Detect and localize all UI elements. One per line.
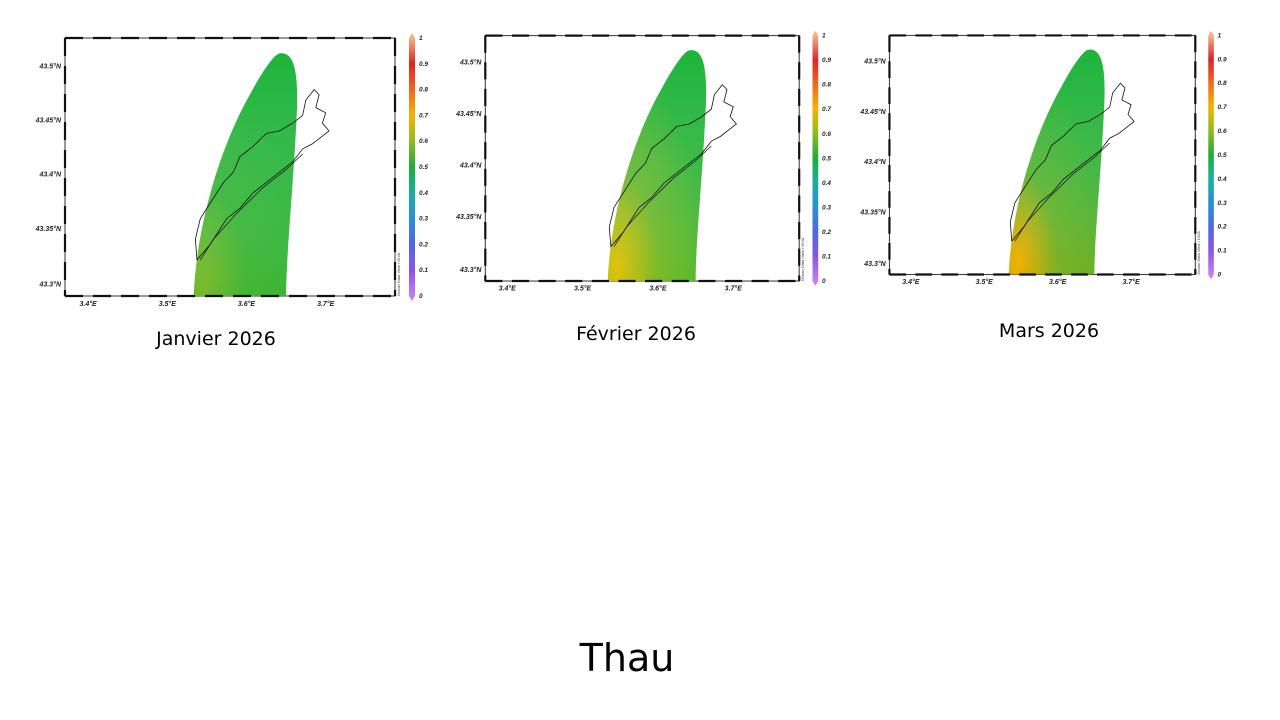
lon-tick-label: 3.5°E: [574, 285, 592, 293]
colorbar-tick-label: 0.4: [419, 190, 428, 197]
lon-tick-label: 3.6°E: [649, 285, 667, 293]
lon-tick-label: 3.7°E: [1122, 278, 1140, 286]
sea-shoreline: [1014, 142, 1110, 242]
colorbar: [409, 38, 415, 296]
map-layer: 43.5°N 43.45°N 43.4°N 43.35°N 43.3°N 3.4°E 3.5…: [455, 30, 831, 293]
lat-tick-label: 43.35°N: [455, 213, 482, 221]
colorbar-tick-label: 0.4: [1218, 176, 1227, 183]
map-figure: 43.5°N 43.45°N 43.4°N 43.35°N 43.3°N 3.4°E 3.5…: [35, 33, 428, 308]
credit-text: Ocean Data View / DIVA: [396, 252, 401, 296]
lat-tick-label: 43.45°N: [35, 117, 62, 125]
lat-tick-label: 43.4°N: [863, 158, 886, 166]
lat-tick-label: 43.5°N: [863, 58, 886, 66]
colorbar-tick-label: 0.7: [822, 106, 831, 113]
credit-text: Ocean Data View / DIVA: [800, 237, 805, 281]
colorbar-tick-label: 0.3: [822, 204, 831, 211]
colorbar-tick-label: 0.5: [822, 155, 831, 162]
lon-tick-label: 3.4°E: [499, 285, 517, 293]
colorbar: [1208, 35, 1214, 275]
colorbar-tick-label: 0.1: [419, 267, 428, 274]
colorbar-min-arrow: [409, 296, 415, 301]
map-figure: 43.5°N 43.45°N 43.4°N 43.35°N 43.3°N 3.4°E 3.5…: [859, 30, 1227, 286]
lon-tick-label: 3.4°E: [79, 300, 97, 308]
colorbar-tick-label: 1: [1218, 32, 1222, 39]
colorbar-tick-label: 1: [419, 35, 423, 42]
sea-shoreline: [613, 145, 712, 247]
colorbar-tick-label: 0.1: [822, 253, 831, 260]
lon-tick-label: 3.6°E: [238, 300, 256, 308]
colorbar-tick-label: 0.5: [419, 164, 428, 171]
lat-tick-label: 43.35°N: [859, 208, 886, 216]
colorbar-tick-label: 0.4: [822, 180, 831, 187]
colorbar: [812, 35, 819, 282]
colorbar-tick-label: 0: [822, 278, 826, 285]
colorbar-tick-label: 0.2: [419, 241, 428, 248]
colorbar-tick-label: 0.3: [419, 216, 428, 223]
panel-caption: Mars 2026: [998, 320, 1100, 342]
colorbar-tick-label: 0.7: [419, 112, 428, 119]
colorbar-tick-label: 0: [419, 293, 423, 300]
colorbar-min-arrow: [1208, 274, 1214, 280]
lat-tick-label: 43.45°N: [455, 110, 482, 118]
colorbar-tick-label: 0.6: [1218, 128, 1227, 135]
colorbar-tick-label: 0.1: [1218, 248, 1227, 255]
lat-tick-label: 43.4°N: [39, 171, 62, 179]
lat-tick-label: 43.35°N: [35, 225, 62, 233]
panel-caption: Février 2026: [576, 323, 696, 345]
lagoon-coastline: [608, 84, 737, 248]
colorbar-tick-label: 0.7: [1218, 104, 1227, 111]
colorbar-tick-label: 0.2: [822, 229, 831, 236]
lon-tick-label: 3.4°E: [902, 278, 920, 286]
colorbar-tick-label: 0.8: [822, 82, 831, 89]
colorbar-tick-label: 0.2: [1218, 224, 1227, 231]
lat-tick-label: 43.3°N: [39, 280, 62, 288]
colorbar-max-arrow: [812, 30, 819, 36]
interpolated-field-shade: [193, 53, 298, 296]
lat-tick-label: 43.4°N: [459, 162, 482, 170]
lon-tick-label: 3.5°E: [159, 300, 177, 308]
colorbar-tick-label: 0.3: [1218, 200, 1227, 207]
lat-tick-label: 43.3°N: [459, 266, 482, 274]
colorbar-tick-label: 0.9: [1218, 56, 1227, 63]
map-layer: 43.5°N 43.45°N 43.4°N 43.35°N 43.3°N 3.4°E 3.5…: [35, 33, 428, 308]
colorbar-tick-label: 0: [1218, 272, 1222, 279]
colorbar-tick-label: 0.9: [822, 57, 831, 64]
colorbar-tick-label: 0.9: [419, 61, 428, 68]
sea-shoreline: [200, 153, 303, 261]
lagoon-coastline: [1009, 82, 1135, 243]
colorbar-tick-label: 0.8: [419, 87, 428, 94]
slide-title: Thau: [579, 636, 675, 680]
lat-tick-label: 43.3°N: [863, 260, 886, 268]
panel-caption: Janvier 2026: [156, 328, 276, 350]
interpolated-field-shade: [607, 50, 707, 282]
lat-tick-label: 43.5°N: [459, 59, 482, 67]
colorbar-max-arrow: [409, 33, 415, 38]
colorbar-max-arrow: [1208, 30, 1214, 36]
map-layer: 43.5°N 43.45°N 43.4°N 43.35°N 43.3°N 3.4°E 3.5…: [859, 30, 1227, 286]
interpolated-field-shade: [1008, 49, 1105, 275]
lat-tick-label: 43.5°N: [39, 62, 62, 70]
lon-tick-label: 3.7°E: [725, 285, 743, 293]
lon-tick-label: 3.6°E: [1049, 278, 1067, 286]
colorbar-tick-label: 0.6: [419, 138, 428, 145]
credit-text: Ocean Data View / DIVA: [1196, 231, 1201, 275]
colorbar-tick-label: 0.5: [1218, 152, 1227, 159]
lagoon-coastline: [194, 88, 330, 261]
colorbar-tick-label: 0.8: [1218, 80, 1227, 87]
lat-tick-label: 43.45°N: [859, 108, 886, 116]
lon-tick-label: 3.7°E: [317, 300, 335, 308]
lon-tick-label: 3.5°E: [976, 278, 994, 286]
colorbar-tick-label: 1: [822, 33, 826, 40]
map-figure: 43.5°N 43.45°N 43.4°N 43.35°N 43.3°N 3.4°E 3.5…: [455, 30, 831, 293]
colorbar-min-arrow: [812, 281, 819, 286]
colorbar-tick-label: 0.6: [822, 131, 831, 138]
